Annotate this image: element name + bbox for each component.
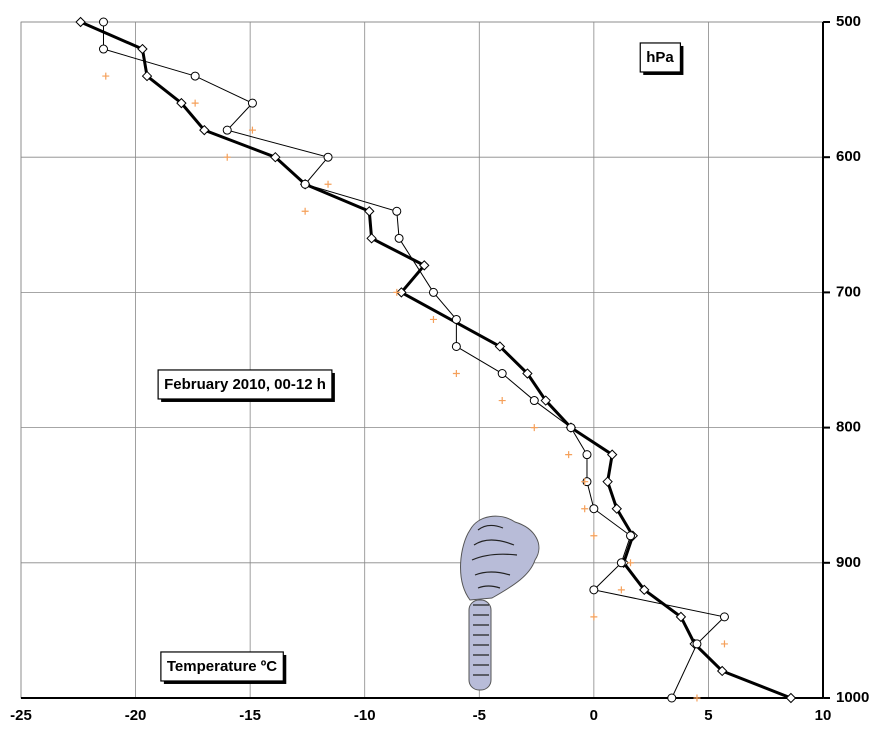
y-tick-label: 600 [836, 148, 861, 165]
plus-marker [531, 424, 538, 431]
circle-marker [567, 424, 575, 432]
circle-marker [498, 370, 506, 378]
circle-marker [191, 72, 199, 80]
plus-marker [224, 154, 231, 161]
y-tick-label: 500 [836, 13, 861, 30]
plus-marker [618, 586, 625, 593]
x-tick-label: -15 [239, 707, 261, 724]
plus-marker [302, 208, 309, 215]
plus-marker [721, 640, 728, 647]
plus-marker [693, 695, 700, 702]
plus-marker [627, 559, 634, 566]
annotation: hPa [640, 43, 683, 75]
plus-marker [590, 613, 597, 620]
circle-marker [393, 207, 401, 215]
circle-marker [590, 586, 598, 594]
grid [21, 22, 823, 698]
annotation-text: hPa [646, 49, 674, 66]
smoke-stack [461, 516, 539, 690]
circle-marker [627, 532, 635, 540]
x-tick-label: -25 [10, 707, 32, 724]
plus-marker [325, 181, 332, 188]
diamond-marker [365, 207, 374, 216]
diamond-marker [76, 18, 85, 27]
y-tick-label: 1000 [836, 689, 869, 706]
circle-marker [693, 640, 701, 648]
plus-marker [499, 397, 506, 404]
annotation: Temperature ºC [161, 652, 286, 684]
circle-marker [324, 153, 332, 161]
circle-marker [395, 234, 403, 242]
diamond-marker [138, 45, 147, 54]
circle-marker [429, 288, 437, 296]
circle-marker [452, 315, 460, 323]
circle-marker [590, 505, 598, 513]
x-tick-label: -10 [354, 707, 376, 724]
annotation-text: Temperature ºC [167, 658, 277, 675]
x-tick-label: -5 [473, 707, 486, 724]
circle-marker [301, 180, 309, 188]
plus-marker [192, 100, 199, 107]
plus-marker [565, 451, 572, 458]
circle-marker [583, 451, 591, 459]
circle-marker [530, 397, 538, 405]
plus-marker [102, 73, 109, 80]
diamond-marker [603, 477, 612, 486]
plus-marker [453, 370, 460, 377]
plus-marker [430, 316, 437, 323]
plot-frame [21, 22, 823, 698]
x-tick-label: -20 [125, 707, 147, 724]
y-tick-label: 900 [836, 554, 861, 571]
x-tick-label: 5 [704, 707, 712, 724]
plus-marker [581, 505, 588, 512]
circle-marker [99, 18, 107, 26]
annotation-text: February 2010, 00-12 h [164, 376, 326, 393]
circle-marker [452, 342, 460, 350]
circle-marker [617, 559, 625, 567]
circle-marker [720, 613, 728, 621]
y-tick-label: 800 [836, 419, 861, 436]
x-tick-label: 0 [590, 707, 598, 724]
series-line [81, 22, 791, 698]
chart: -25 -20 -15 -10 -5 0 5 10 500 600 700 800 900 1000 hPa… [0, 0, 875, 751]
circle-marker [99, 45, 107, 53]
x-tick-label: 10 [815, 707, 832, 724]
diamond-marker [786, 694, 795, 703]
circle-marker [248, 99, 256, 107]
circle-marker [668, 694, 676, 702]
annotation: February 2010, 00-12 h [158, 370, 335, 402]
plus-marker [590, 532, 597, 539]
circle-marker [223, 126, 231, 134]
y-tick-label: 700 [836, 283, 861, 300]
